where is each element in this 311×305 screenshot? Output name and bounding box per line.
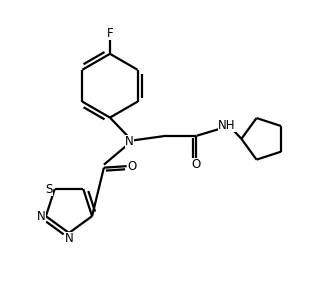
Text: S: S: [45, 182, 53, 196]
Text: N: N: [125, 135, 134, 148]
Text: O: O: [127, 160, 137, 173]
Text: O: O: [192, 158, 201, 171]
Text: N: N: [37, 210, 46, 223]
Text: NH: NH: [218, 119, 236, 132]
Text: N: N: [65, 232, 73, 245]
Text: F: F: [107, 27, 113, 40]
